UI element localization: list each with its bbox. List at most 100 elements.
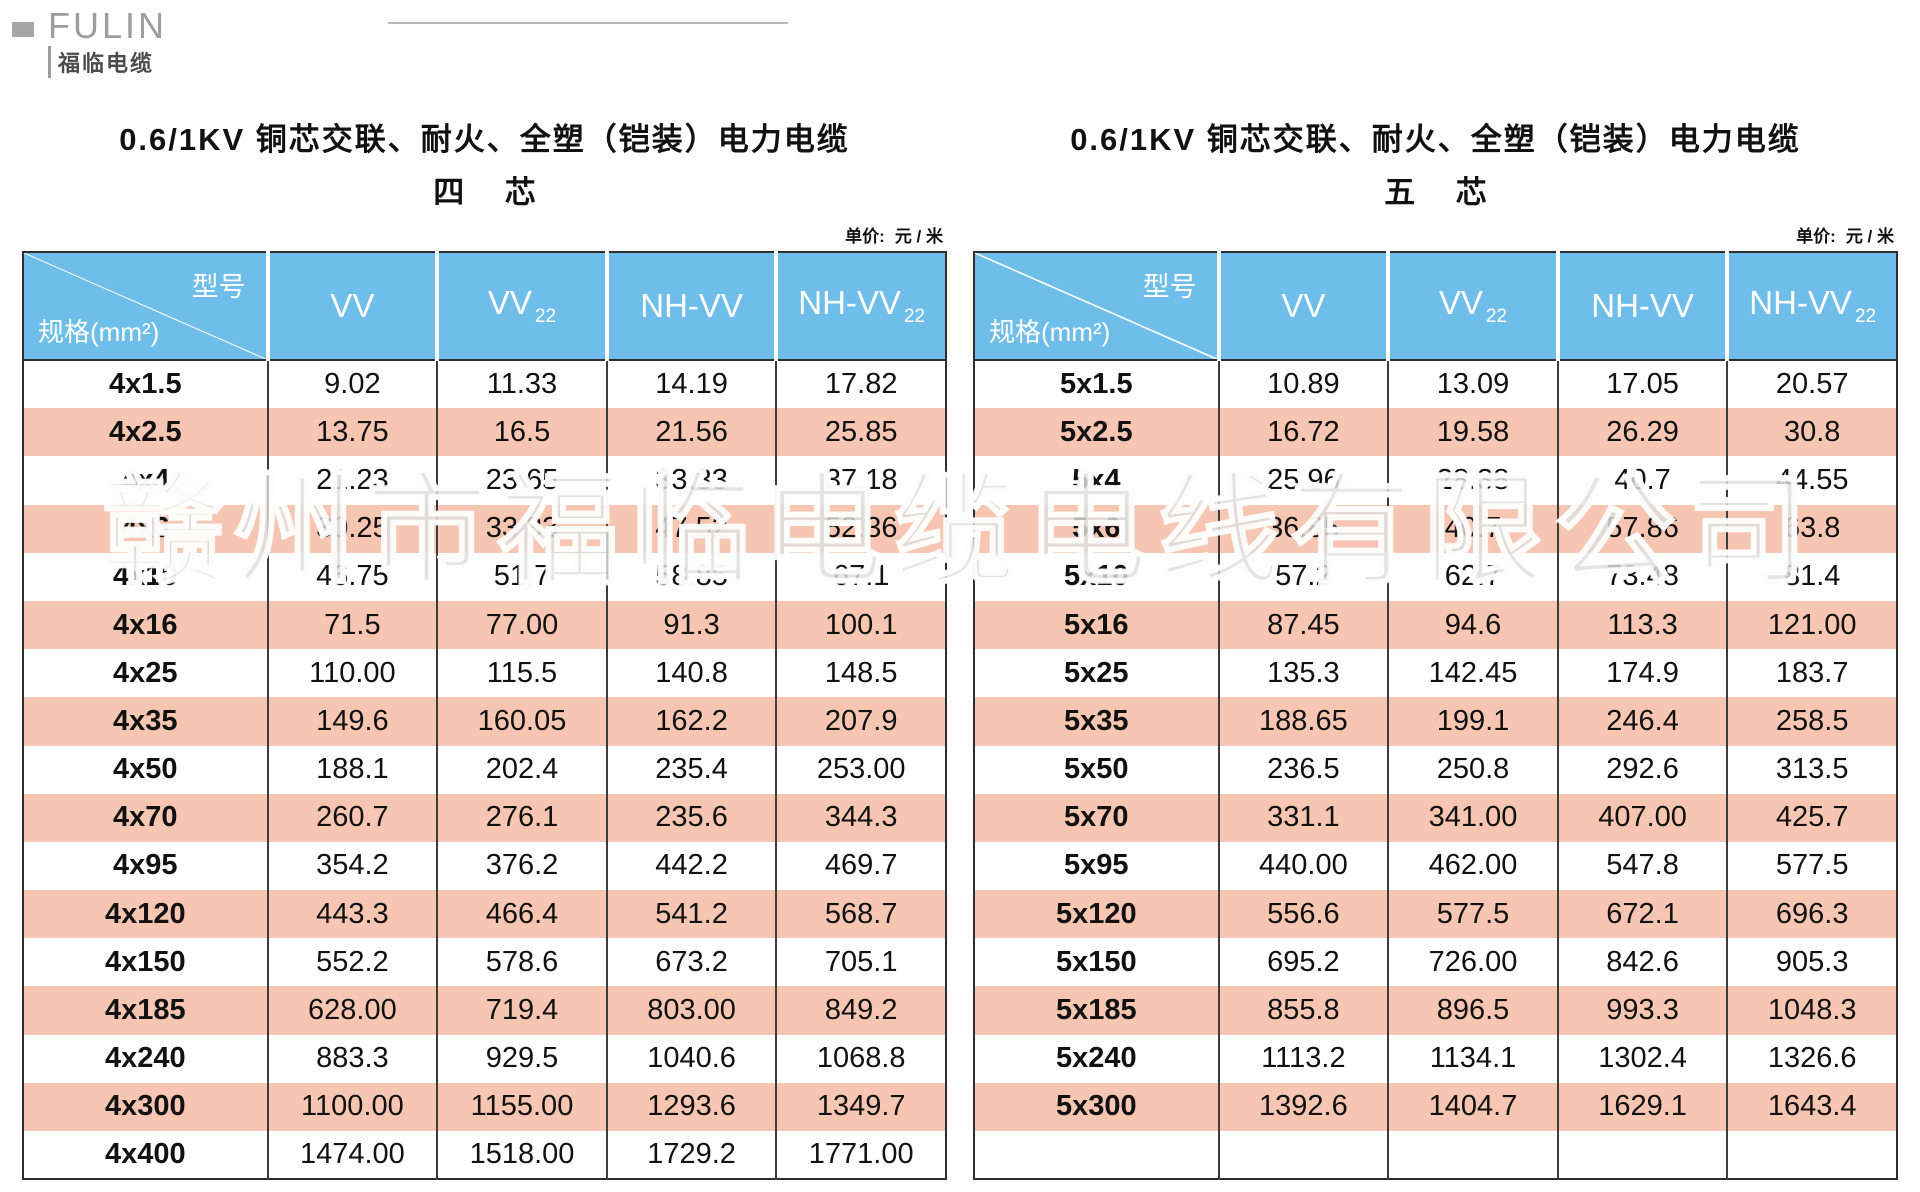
price-cell: 1134.1 bbox=[1388, 1034, 1559, 1083]
price-cell: 51.7 bbox=[437, 552, 608, 601]
price-cell bbox=[1727, 1131, 1897, 1179]
spec-cell: 5x150 bbox=[974, 938, 1220, 987]
price-cell: 276.1 bbox=[437, 793, 608, 842]
price-cell: 58.85 bbox=[606, 552, 778, 601]
table-row: 4x400 1474.00 1518.00 1729.2 1771.00 bbox=[23, 1131, 946, 1180]
brand-square-icon bbox=[12, 22, 34, 37]
table-row: 5x35 188.65 199.1 246.4 258.5 bbox=[974, 697, 1897, 746]
brand-logo-block: FULIN 福临电缆 bbox=[48, 8, 167, 78]
table-row: 5x1.5 10.89 13.09 17.05 20.57 bbox=[974, 360, 1897, 409]
header-row: 型号 规格(mm²) VV VV 22 NH-VV NH-VV 22 bbox=[23, 252, 946, 361]
column-header-nh-vv: NH-VV bbox=[1557, 252, 1730, 361]
price-cell: 246.4 bbox=[1557, 697, 1729, 746]
price-cell: 849.2 bbox=[824, 994, 898, 1027]
price-cell: 253.00 bbox=[816, 753, 906, 786]
table-row: 5x240 1113.2 1134.1 1302.4 1326.6 bbox=[974, 1034, 1897, 1083]
price-cell: 87.45 bbox=[1218, 600, 1390, 650]
price-cell: 21.56 bbox=[606, 408, 778, 457]
price-cell: 183.7 bbox=[1775, 656, 1849, 689]
spec-model-header-cell: 型号 规格(mm²) bbox=[23, 252, 270, 361]
price-cell: 30.8 bbox=[1783, 415, 1841, 448]
brand-logo-chinese: 福临电缆 bbox=[48, 46, 167, 78]
price-cell: 135.3 bbox=[1218, 649, 1390, 698]
price-cell: 73.48 bbox=[1557, 552, 1729, 601]
spec-cell: 5x10 bbox=[974, 552, 1220, 601]
price-cell: 552.2 bbox=[267, 938, 439, 987]
table-row: 4x300 1100.00 1155.00 1293.6 1349.7 bbox=[23, 1082, 946, 1131]
price-cell: 1155.00 bbox=[437, 1082, 608, 1131]
price-cell: 36.85 bbox=[1218, 504, 1390, 553]
price-cell: 21.23 bbox=[267, 456, 439, 505]
price-cell: 292.6 bbox=[1557, 745, 1729, 794]
price-cell: 19.58 bbox=[1388, 408, 1559, 457]
price-cell: 100.1 bbox=[824, 608, 898, 641]
price-cell: 1392.6 bbox=[1218, 1082, 1390, 1131]
unit-price-line: 单价: 元 / 米 bbox=[973, 222, 1894, 247]
price-cell: 28.38 bbox=[1388, 456, 1559, 505]
unit-label: 单价: bbox=[1796, 227, 1836, 246]
price-tables-container: 0.6/1KV 铜芯交联、耐火、全塑（铠装）电力电缆 四 芯 单价: 元 / 米 … bbox=[0, 100, 1920, 1181]
price-cell: 94.6 bbox=[1388, 600, 1559, 650]
price-cell: 442.2 bbox=[606, 841, 778, 891]
core-count-label: 四 芯 bbox=[433, 175, 552, 210]
spec-cell: 4x4 bbox=[23, 456, 269, 505]
price-cell: 673.2 bbox=[606, 938, 778, 987]
table-row: 5x4 25.96 28.38 40.7 44.55 bbox=[974, 456, 1897, 505]
price-cell: 199.1 bbox=[1388, 697, 1559, 746]
spec-cell: 5x2.5 bbox=[974, 408, 1220, 457]
price-cell: 568.7 bbox=[824, 897, 898, 930]
price-cell: 52.36 bbox=[824, 512, 898, 545]
table-row: 4x70 260.7 276.1 235.6 344.3 bbox=[23, 793, 946, 842]
spec-label: 规格(mm²) bbox=[989, 317, 1111, 347]
price-cell: 719.4 bbox=[437, 986, 608, 1035]
price-cell: 236.5 bbox=[1218, 745, 1390, 794]
price-cell bbox=[1218, 1131, 1390, 1180]
spec-cell: 5x240 bbox=[974, 1034, 1220, 1083]
price-cell: 803.00 bbox=[606, 986, 778, 1035]
price-cell: 842.6 bbox=[1557, 938, 1729, 987]
column-header-vv22: VV 22 bbox=[1388, 252, 1560, 361]
price-cell: 62.7 bbox=[1388, 552, 1559, 601]
price-cell: 1629.1 bbox=[1557, 1082, 1729, 1131]
column-header-vv22: VV 22 bbox=[437, 252, 609, 361]
price-cell: 1113.2 bbox=[1218, 1034, 1390, 1083]
table-row: 4x10 46.75 51.7 58.85 67.1 bbox=[23, 552, 946, 601]
table-body: 5x1.5 10.89 13.09 17.05 20.57 5x2.5 16.72 19.58… bbox=[974, 360, 1897, 1180]
price-cell: 23.65 bbox=[437, 456, 608, 505]
price-cell bbox=[1557, 1131, 1729, 1180]
price-cell: 1293.6 bbox=[606, 1082, 778, 1131]
table-row: 4x1.5 9.02 11.33 14.19 17.82 bbox=[23, 360, 946, 409]
price-cell: 81.4 bbox=[1783, 560, 1841, 593]
table-body: 4x1.5 9.02 11.33 14.19 17.82 4x2.5 13.75 16.5 21… bbox=[23, 360, 946, 1180]
table-row: 4x150 552.2 578.6 673.2 705.1 bbox=[23, 938, 946, 987]
price-cell: 17.05 bbox=[1557, 360, 1729, 409]
price-cell: 556.6 bbox=[1218, 890, 1390, 939]
table-row: 4x2.5 13.75 16.5 21.56 25.85 bbox=[23, 408, 946, 457]
price-cell: 40.7 bbox=[1557, 456, 1729, 505]
price-cell: 376.2 bbox=[437, 841, 608, 891]
brand-logo: FULIN bbox=[48, 5, 168, 46]
price-cell: 235.4 bbox=[606, 745, 778, 794]
spec-cell: 4x50 bbox=[23, 745, 269, 794]
spec-cell: 4x120 bbox=[23, 890, 269, 939]
price-cell: 30.25 bbox=[267, 504, 439, 553]
price-cell: 188.65 bbox=[1218, 697, 1390, 746]
table-row: 5x2.5 16.72 19.58 26.29 30.8 bbox=[974, 408, 1897, 457]
price-cell: 44.55 bbox=[1775, 463, 1849, 496]
price-cell: 91.3 bbox=[606, 600, 778, 650]
price-cell: 1474.00 bbox=[267, 1131, 439, 1180]
price-cell: 1326.6 bbox=[1767, 1042, 1857, 1075]
spec-cell: 5x50 bbox=[974, 745, 1220, 794]
price-cell: 20.57 bbox=[1775, 368, 1849, 401]
table-row: 5x120 556.6 577.5 672.1 696.3 bbox=[974, 890, 1897, 939]
price-cell: 16.5 bbox=[437, 408, 608, 457]
price-cell: 46.75 bbox=[267, 552, 439, 601]
header-divider-line bbox=[388, 22, 788, 24]
brand-header: FULIN 福临电缆 bbox=[10, 8, 167, 78]
table-row: 4x185 628.00 719.4 803.00 849.2 bbox=[23, 986, 946, 1035]
price-cell: 466.4 bbox=[437, 890, 608, 939]
table-row: 5x185 855.8 896.5 993.3 1048.3 bbox=[974, 986, 1897, 1035]
price-cell: 202.4 bbox=[437, 745, 608, 794]
table-row: 5x25 135.3 142.45 174.9 183.7 bbox=[974, 649, 1897, 698]
table-row: 5x16 87.45 94.6 113.3 121.00 bbox=[974, 600, 1897, 650]
